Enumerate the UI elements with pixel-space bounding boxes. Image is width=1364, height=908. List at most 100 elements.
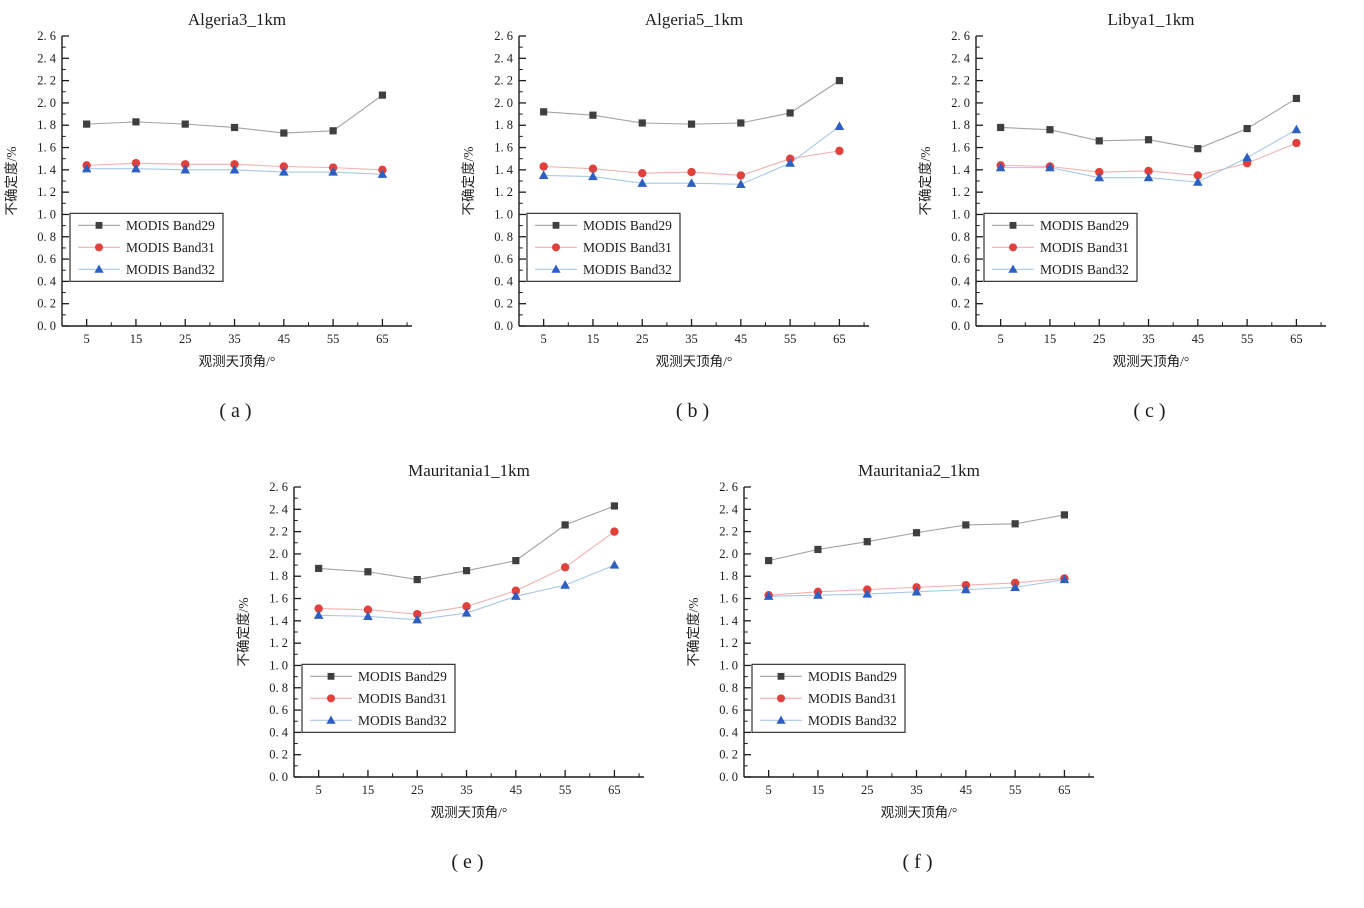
data-point-circle xyxy=(539,162,548,171)
data-point-circle xyxy=(314,604,323,613)
chart-canvas-mauritania2: Mauritania2_1km 0. 0 0. 2 0. 4 0. 6 0. 8 1. 0 1… xyxy=(686,461,1094,820)
legend-square-icon xyxy=(1009,221,1017,229)
data-point-square xyxy=(737,119,745,127)
x-axis-label: 观测天顶角/° xyxy=(881,805,958,820)
data-point-triangle xyxy=(511,591,521,600)
y-tick-label: 2. 6 xyxy=(269,480,288,494)
data-point-square xyxy=(413,575,421,584)
y-tick-label: 2. 6 xyxy=(719,480,738,494)
y-tick-label: 1. 0 xyxy=(494,207,513,221)
y-tick-label: 1. 6 xyxy=(494,141,513,155)
data-point-triangle xyxy=(1291,124,1302,134)
data-point-square xyxy=(378,91,387,99)
data-point-square xyxy=(364,568,372,576)
data-point-triangle xyxy=(560,580,570,589)
x-tick-label: 25 xyxy=(636,332,649,346)
x-tick-label: 25 xyxy=(179,332,192,346)
y-tick-label: 0. 4 xyxy=(37,274,57,288)
data-point-square xyxy=(1095,137,1103,145)
legend-triangle-icon xyxy=(551,264,561,273)
x-tick-label: 25 xyxy=(861,783,874,797)
y-axis-label: 不确定度/% xyxy=(4,147,19,216)
x-tick-label: 35 xyxy=(685,332,698,346)
x-tick-label: 15 xyxy=(587,332,600,346)
x-axis-label: 观测天顶角/° xyxy=(1113,354,1190,369)
x-tick-label: 55 xyxy=(784,332,797,346)
legend-entry-label: MODIS Band32 xyxy=(583,262,672,277)
legend-square-icon xyxy=(95,221,103,229)
y-tick-label: 0. 8 xyxy=(494,230,513,244)
y-tick-label: 1. 6 xyxy=(951,141,970,155)
x-tick-label: 65 xyxy=(608,783,621,797)
data-point-circle xyxy=(363,605,373,614)
data-point-triangle xyxy=(862,589,873,598)
legend-circle-icon xyxy=(777,694,785,703)
data-point-square xyxy=(329,127,337,135)
data-point-square xyxy=(230,123,239,132)
y-tick-label: 2. 6 xyxy=(951,29,970,43)
y-tick-label: 0. 6 xyxy=(269,703,288,717)
y-tick-label: 1. 4 xyxy=(494,163,514,177)
y-tick-label: 1. 0 xyxy=(37,207,56,221)
data-point-circle xyxy=(230,160,239,169)
chart-algeria5-1km: Algeria5_1km 0. 0 0. 2 0. 4 0. 6 0. 8 1. 0 1. 2… xyxy=(457,6,907,423)
chart-mauritania2-1km: Mauritania2_1km 0. 0 0. 2 0. 4 0. 6 0. 8 1. 0 1… xyxy=(682,457,1132,874)
legend-entry-label: MODIS Band29 xyxy=(1040,218,1129,233)
data-point-square xyxy=(610,502,619,510)
data-point-triangle xyxy=(1010,582,1020,591)
data-point-triangle xyxy=(588,171,598,181)
x-tick-label: 45 xyxy=(735,332,748,346)
data-point-triangle xyxy=(1193,177,1203,186)
legend-square-icon xyxy=(552,221,560,229)
legend-triangle-icon xyxy=(776,715,786,724)
y-tick-label: 0. 8 xyxy=(269,681,288,695)
y-tick-label: 0. 2 xyxy=(37,297,56,311)
data-point-square xyxy=(1292,94,1301,103)
x-tick-label: 55 xyxy=(559,783,572,797)
legend-circle-icon xyxy=(552,243,560,252)
y-tick-label: 0. 4 xyxy=(719,725,739,739)
y-tick-label: 0. 4 xyxy=(494,274,514,288)
data-point-square xyxy=(540,108,548,116)
y-tick-label: 1. 2 xyxy=(494,185,513,199)
data-point-triangle xyxy=(637,178,648,187)
chart-title: Algeria3_1km xyxy=(188,10,286,29)
y-tick-label: 2. 6 xyxy=(37,29,56,43)
y-tick-label: 2. 0 xyxy=(719,547,738,561)
data-point-square xyxy=(835,77,844,85)
data-point-circle xyxy=(181,160,190,169)
x-tick-label: 5 xyxy=(316,783,322,797)
x-tick-label: 15 xyxy=(130,332,143,346)
data-point-triangle xyxy=(736,179,746,188)
data-point-square xyxy=(638,119,646,127)
data-point-circle xyxy=(279,162,289,171)
x-tick-label: 35 xyxy=(910,783,923,797)
legend-circle-icon xyxy=(327,694,335,703)
x-tick-label: 5 xyxy=(84,332,90,346)
data-point-circle xyxy=(736,171,746,180)
y-tick-label: 1. 6 xyxy=(719,592,738,606)
data-point-triangle xyxy=(995,162,1006,172)
y-tick-label: 2. 4 xyxy=(269,502,289,516)
x-tick-label: 15 xyxy=(812,783,825,797)
data-point-triangle xyxy=(412,614,423,624)
x-tick-label: 35 xyxy=(460,783,473,797)
data-point-triangle xyxy=(834,121,845,130)
legend-square-icon xyxy=(777,672,785,680)
y-tick-label: 1. 2 xyxy=(719,636,738,650)
legend-triangle-icon xyxy=(94,264,104,273)
y-tick-label: 0. 2 xyxy=(951,297,970,311)
data-point-square xyxy=(814,545,822,554)
y-tick-label: 1. 0 xyxy=(269,658,288,672)
data-point-square xyxy=(512,557,520,565)
y-tick-label: 0. 2 xyxy=(719,748,738,762)
data-point-circle xyxy=(1292,138,1301,148)
data-point-triangle xyxy=(131,163,141,173)
y-tick-label: 2. 2 xyxy=(269,525,288,539)
y-tick-label: 1. 6 xyxy=(269,592,288,606)
data-point-circle xyxy=(610,527,619,536)
y-tick-label: 0. 8 xyxy=(719,681,738,695)
y-tick-label: 1. 8 xyxy=(951,118,970,132)
y-axis-label: 不确定度/% xyxy=(686,598,701,667)
